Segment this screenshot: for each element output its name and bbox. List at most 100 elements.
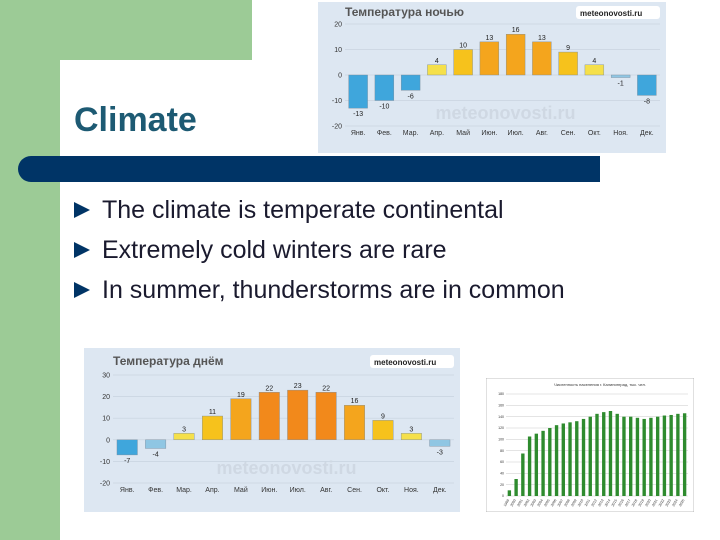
month-label: Мар. [176,487,192,494]
x-tick-label: 2022 [658,498,665,507]
month-label: Сен. [561,130,576,137]
value-label: -6 [408,93,414,100]
month-label: Фев. [148,487,163,494]
temperature-bar [427,64,447,76]
value-label: 9 [566,45,570,52]
temperature-bar [400,433,422,440]
x-tick-label: 1999 [503,498,510,507]
population-bar [581,418,586,496]
month-label: Авг. [536,130,548,137]
population-bar [676,413,680,496]
population-bar [608,411,613,496]
y-tick-label: 180 [498,392,504,396]
y-tick-label: -10 [332,98,342,105]
temperature-bar [372,420,394,441]
population-bar [568,422,572,496]
temperature-bar [505,34,526,76]
population-chart: Численность населения г. Калининград, ты… [486,378,694,512]
x-tick-label: 2013 [597,498,604,507]
x-tick-label: 2002 [523,498,530,507]
month-label: Июн. [481,130,497,137]
temperature-bar [202,415,223,441]
month-label: Фев. [377,130,392,137]
y-tick-label: 80 [500,449,504,453]
bullet-text: In summer, thunderstorms are in common [102,276,565,304]
value-label: 16 [351,398,359,405]
x-tick-label: 2010 [577,498,584,507]
temperature-bar [258,392,280,440]
chart-title: Численность населения г. Калининград, ты… [554,382,646,387]
logo-box [576,6,660,19]
y-tick-label: 0 [502,494,504,498]
temperature-bar [344,405,365,441]
value-label: 10 [459,43,467,50]
value-label: -1 [618,81,624,88]
day-temperature-chart: Температура днём meteonovosti.ru 30 20 10 0 -1… [84,348,460,512]
temperature-bar [429,439,451,447]
y-tick-label: 20 [334,22,342,29]
x-tick-label: 2012 [591,498,598,507]
logo-text: meteonovosti.ru [580,9,642,18]
population-bar [635,417,640,496]
y-tick-label: -20 [100,481,110,488]
x-tick-label: 2017 [624,498,631,507]
y-tick-label: 120 [498,426,504,430]
decor-green-band [0,0,60,540]
logo-text: meteonovosti.ru [374,358,436,367]
y-tick-label: 10 [334,47,342,54]
population-bar [575,421,579,496]
bullet-text: Extremely cold winters are rare [102,236,447,264]
x-tick-label: 2014 [604,498,611,507]
value-label: 4 [592,58,596,65]
x-tick-label: 2003 [530,498,537,507]
temperature-bar [584,64,605,76]
population-bar [588,416,592,496]
bullet-arrow-icon [74,282,90,298]
population-bar [514,479,518,496]
month-label: Апр. [205,487,219,494]
value-label: 4 [435,58,439,65]
value-label: 9 [381,413,385,420]
x-tick-label: 2021 [651,498,658,507]
value-label: 22 [265,385,273,392]
x-tick-label: 2025 [678,498,685,507]
watermark-text: meteonovosti.ru [435,103,575,123]
x-tick-label: 2024 [671,498,678,507]
x-tick-label: 2023 [665,498,672,507]
month-label: Июл. [508,130,524,137]
chart-title: Температура днём [113,354,224,368]
x-tick-label: 2007 [557,498,564,507]
y-tick-label: 30 [102,373,110,380]
value-label: 23 [294,383,302,390]
month-label: Июл. [290,487,306,494]
bullet-item: Extremely cold winters are rare [74,230,565,270]
x-tick-label: 2015 [611,498,618,507]
value-label: 22 [322,385,330,392]
value-label: 16 [512,27,520,34]
value-label: -8 [644,98,650,105]
population-bar [682,413,687,496]
bullet-text: The climate is temperate continental [102,196,504,224]
y-tick-label: 160 [498,404,504,408]
x-tick-label: 2018 [631,498,638,507]
x-tick-label: 2008 [564,498,571,507]
x-tick-label: 2009 [570,498,577,507]
value-label: 3 [409,426,413,433]
decor-white-corner [60,60,140,140]
month-label: Май [456,129,470,137]
population-bar [527,436,532,496]
temperature-bar [479,41,500,76]
population-bar [554,425,559,496]
month-label: Май [234,486,248,494]
title-divider-bar [18,156,600,182]
value-label: -7 [124,458,130,465]
y-tick-label: 20 [102,394,110,401]
population-bar [548,428,552,496]
y-tick-label: 0 [338,73,342,80]
y-tick-label: 60 [500,460,504,464]
month-label: Янв. [120,487,135,494]
x-tick-label: 2016 [617,498,624,507]
y-tick-label: -20 [332,124,342,131]
value-label: 3 [182,426,186,433]
population-bar [561,423,565,496]
